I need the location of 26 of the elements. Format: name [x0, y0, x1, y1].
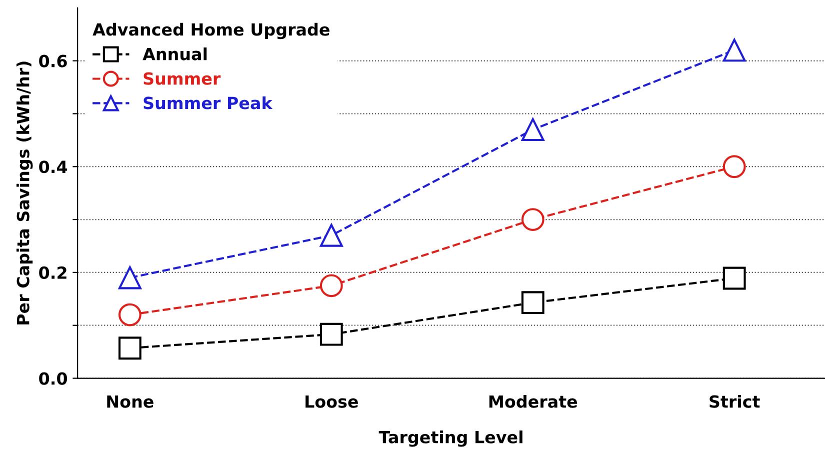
x-tick-label: None [107, 395, 154, 408]
point [118, 336, 142, 360]
x-tick-label: Loose [306, 395, 358, 408]
point [521, 291, 544, 314]
legend-label: Summer [144, 72, 221, 85]
point [722, 266, 746, 290]
y-tick-label: 0.4 [39, 160, 68, 174]
point [722, 155, 746, 178]
legend-label: Annual [142, 47, 207, 60]
x-axis-title: Targeting Level [378, 430, 522, 447]
y-tick-label: 0.6 [39, 54, 67, 68]
y-axis-title: Per Capita Savings (kWh/hr) [16, 62, 33, 324]
point [118, 303, 142, 326]
point [722, 38, 746, 62]
point [521, 208, 544, 231]
point [320, 224, 343, 247]
legend-title: Advanced Home Upgrade [92, 22, 330, 40]
point [118, 266, 142, 290]
x-tick-label: Strict [710, 394, 760, 408]
y-tick-label: 0.2 [39, 266, 66, 280]
x-tick-label: Moderate [489, 394, 578, 408]
point [320, 322, 343, 346]
y-tick-label: 0.0 [39, 372, 68, 385]
legend-label: Summer Peak [144, 96, 273, 110]
point [320, 274, 343, 298]
point [521, 118, 544, 142]
